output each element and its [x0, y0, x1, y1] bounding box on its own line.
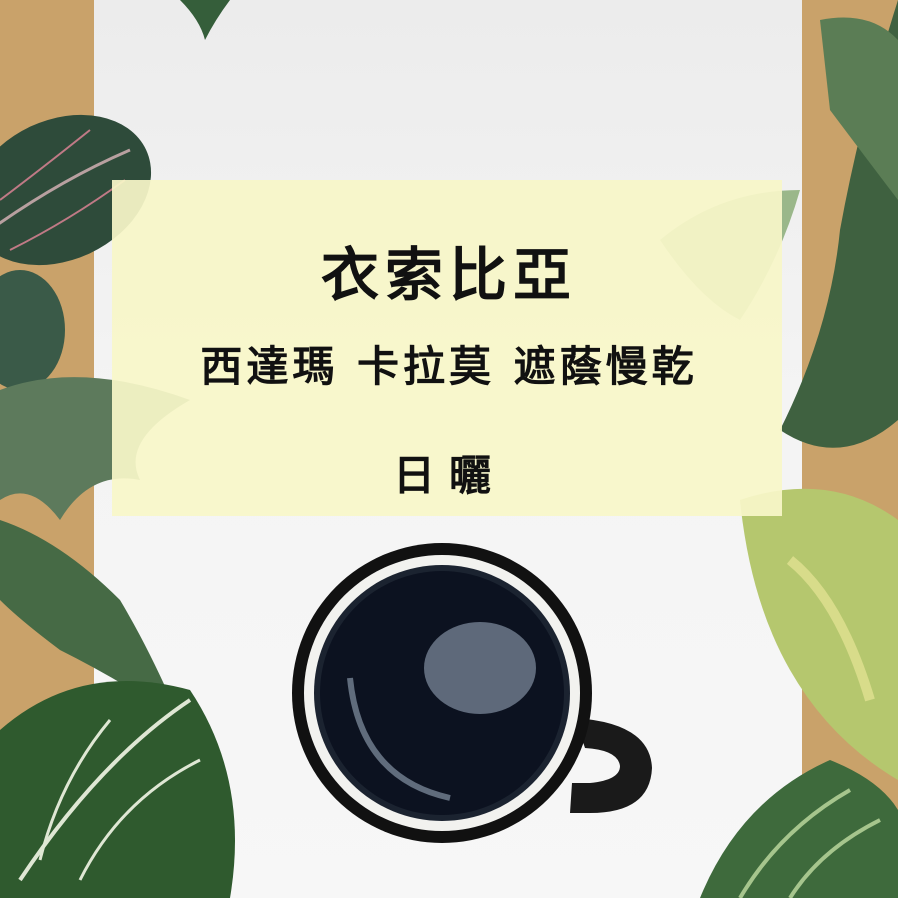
origin-title: 衣索比亞 [320, 241, 577, 309]
region-line: 西達瑪 卡拉莫 遮蔭慢乾 [200, 342, 698, 391]
process-label: 日曬 [392, 451, 505, 500]
coffee-cup-image [292, 543, 652, 843]
label-box [112, 180, 782, 516]
